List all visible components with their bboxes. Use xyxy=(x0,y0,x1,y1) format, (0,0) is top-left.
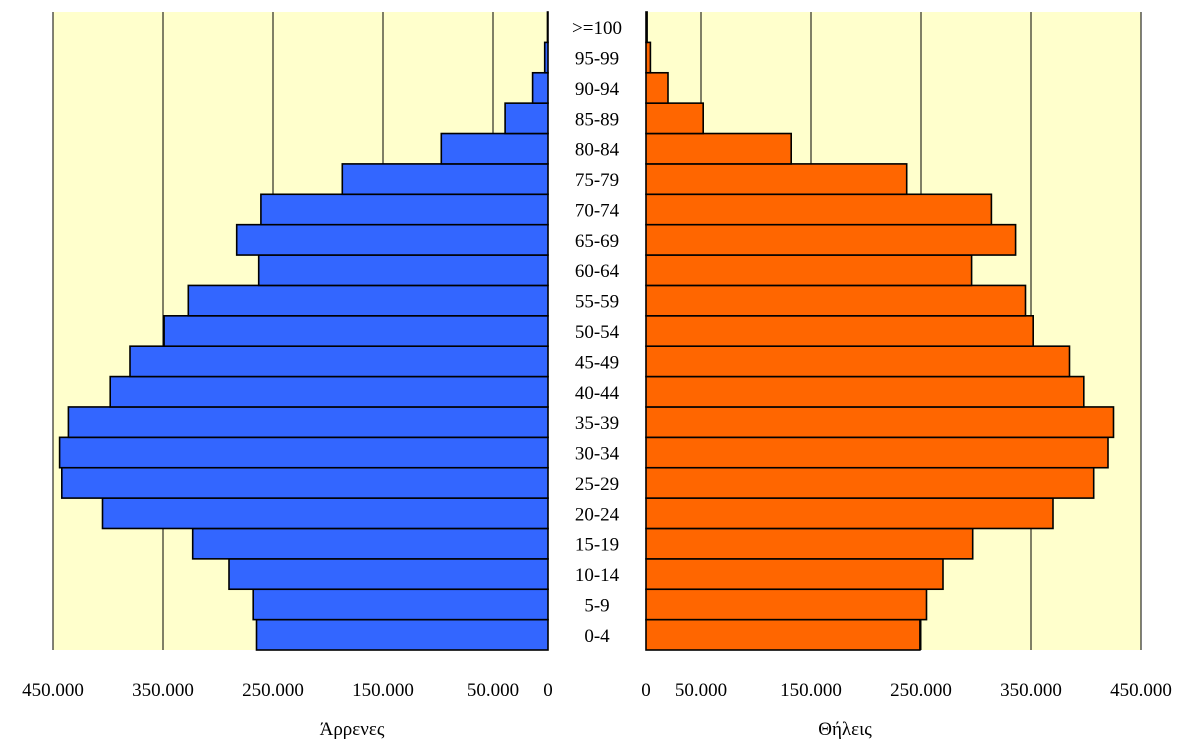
bar-female-10-14 xyxy=(645,558,944,591)
age-group-label: 20-24 xyxy=(575,504,620,525)
left-tick-label: 250.000 xyxy=(242,680,304,701)
bar-male-15-19 xyxy=(191,527,549,560)
bar-female-80-84 xyxy=(645,132,792,165)
age-group-label: 90-94 xyxy=(575,79,620,100)
bar-female-60-64 xyxy=(645,254,973,287)
bar-male-0-4 xyxy=(255,618,549,651)
age-group-label: 25-29 xyxy=(575,474,619,495)
bar-female-15-19 xyxy=(645,527,974,560)
bar-female-90-94 xyxy=(645,71,669,104)
age-group-labels: 0-4 5-9 10-14 15-19 20-24 25-29 30-34 35-39 40-4… xyxy=(572,18,622,647)
bar-female-35-39 xyxy=(645,406,1115,439)
right-tick-label: 450.000 xyxy=(1110,680,1172,701)
left-tick-label: 450.000 xyxy=(22,680,84,701)
bar-female-40-44 xyxy=(645,375,1085,408)
age-group-label: 95-99 xyxy=(575,49,619,70)
bar-male-30-34 xyxy=(58,436,549,469)
age-group-label: 10-14 xyxy=(575,565,620,586)
age-group-label: 55-59 xyxy=(575,292,619,313)
bar-male-10-14 xyxy=(228,558,549,591)
bar-male-20-24 xyxy=(101,497,549,530)
bar-male-55-59 xyxy=(187,284,549,317)
right-plot-area xyxy=(645,11,1142,651)
age-group-label: 60-64 xyxy=(575,261,620,282)
bar-female-45-49 xyxy=(645,345,1071,378)
left-tick-label: 50.000 xyxy=(467,680,519,701)
bar-female-30-34 xyxy=(645,436,1109,469)
bar-male-35-39 xyxy=(67,406,549,439)
left-tick-label: 350.000 xyxy=(132,680,194,701)
bar-female-0-4 xyxy=(645,618,921,651)
age-group-label: 30-34 xyxy=(575,444,620,465)
bar-female-75-79 xyxy=(645,163,908,196)
bar-male-60-64 xyxy=(257,254,549,287)
age-group-label: 5-9 xyxy=(584,595,609,616)
left-plot-area xyxy=(52,11,549,651)
bar-male-90-94 xyxy=(531,71,549,104)
bar-male-80-84 xyxy=(440,132,549,165)
right-tick-label: 0 xyxy=(641,680,651,701)
bar-female-55-59 xyxy=(645,284,1027,317)
bar-male-85-89 xyxy=(504,102,549,135)
bar-female-65-69 xyxy=(645,223,1017,256)
age-group-label: 15-19 xyxy=(575,535,619,556)
age-group-label: 75-79 xyxy=(575,170,619,191)
bar-male-75-79 xyxy=(341,163,549,196)
age-group-label: 50-54 xyxy=(575,322,620,343)
right-tick-label: 350.000 xyxy=(1000,680,1062,701)
age-group-label: 0-4 xyxy=(584,626,610,647)
bar-male-25-29 xyxy=(60,466,549,499)
bar-female-5-9 xyxy=(645,588,928,621)
bar-male-5-9 xyxy=(252,588,549,621)
right-tick-label: 150.000 xyxy=(780,680,842,701)
age-group-label: 80-84 xyxy=(575,140,620,161)
bar-male-40-44 xyxy=(109,375,549,408)
right-tick-label: 50.000 xyxy=(675,680,727,701)
right-tick-label: 250.000 xyxy=(890,680,952,701)
bar-female-85-89 xyxy=(645,102,705,135)
age-group-label: 45-49 xyxy=(575,352,619,373)
bar-female-25-29 xyxy=(645,466,1095,499)
bar-male-65-69 xyxy=(235,223,549,256)
bar-male-50-54 xyxy=(163,315,549,347)
bar-female-70-74 xyxy=(645,193,993,226)
bar-male-70-74 xyxy=(260,193,549,226)
axis-tick-labels: 450.000 350.000 250.000 150.000 50.000 0 0 50.0… xyxy=(22,680,1172,701)
bar-female-50-54 xyxy=(645,315,1035,347)
age-group-label: 35-39 xyxy=(575,413,619,434)
age-group-label: 65-69 xyxy=(575,231,619,252)
left-tick-label: 150.000 xyxy=(352,680,414,701)
right-axis-label: Θήλεις xyxy=(818,719,872,740)
age-group-label: 85-89 xyxy=(575,109,619,130)
age-group-label: 40-44 xyxy=(575,383,620,404)
age-group-label: >=100 xyxy=(572,18,622,39)
bar-female-20-24 xyxy=(645,497,1054,530)
bar-female-95-99 xyxy=(645,41,652,74)
age-group-label: 70-74 xyxy=(575,200,620,221)
left-axis-label: Άρρενες xyxy=(320,719,385,740)
left-tick-label: 0 xyxy=(543,680,553,701)
bar-male-45-49 xyxy=(129,345,549,378)
